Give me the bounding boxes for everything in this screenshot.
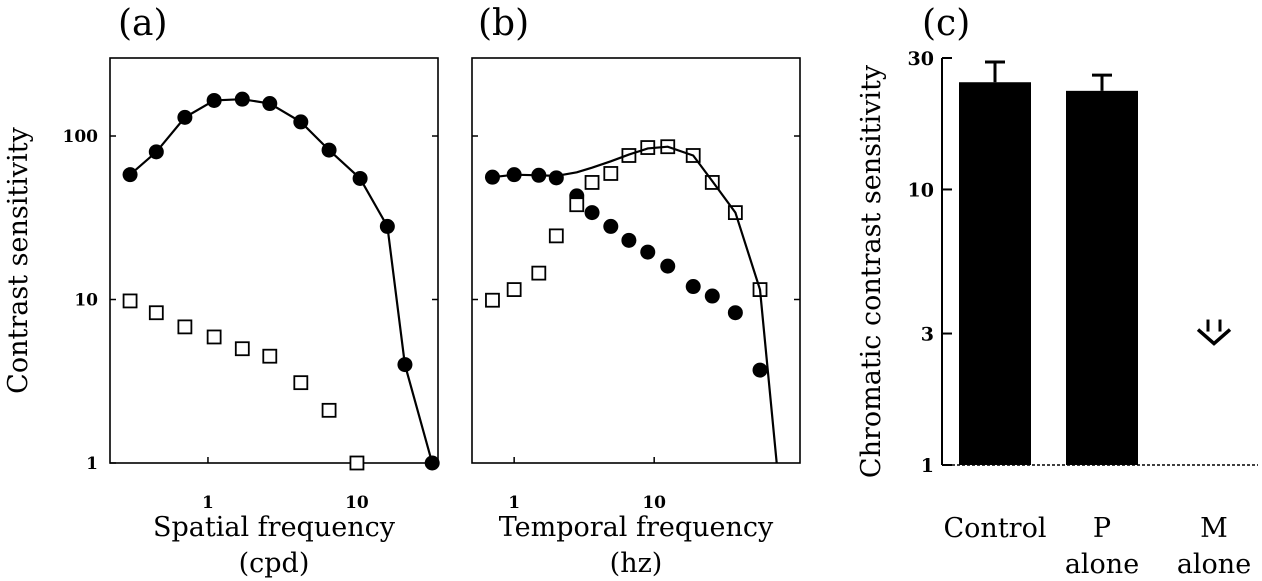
panel-c: (c) 1 3 10 30 Chromatic contrast sensitivity C…	[856, 3, 1258, 580]
series-line	[492, 145, 778, 464]
x-axis-label: (hz)	[610, 548, 663, 579]
y-axis-label: Chromatic contrast sensitivity	[856, 64, 887, 478]
data-point	[704, 288, 720, 304]
data-point	[484, 169, 500, 185]
data-point	[148, 305, 164, 321]
data-point	[234, 341, 250, 357]
data-point	[293, 375, 309, 391]
data-point	[660, 258, 676, 274]
x-tick-label: 1	[508, 493, 520, 513]
data-point	[424, 455, 440, 471]
panel-label: (a)	[118, 3, 168, 44]
series-1	[122, 91, 440, 471]
panel-label: (c)	[922, 3, 970, 44]
data-point	[352, 170, 368, 186]
data-point	[379, 218, 395, 234]
data-point	[321, 402, 337, 418]
plot-frame	[471, 57, 801, 464]
category-label: Control	[944, 513, 1047, 544]
data-point	[531, 265, 547, 281]
category-label: M	[1200, 513, 1228, 544]
y-tick-label: 10	[74, 291, 98, 311]
y-tick-label: 3	[921, 324, 934, 346]
category-label: alone	[1065, 549, 1139, 580]
data-point	[603, 166, 619, 181]
category-label: P	[1093, 513, 1111, 544]
data-point	[122, 293, 138, 309]
data-point	[122, 167, 138, 183]
panel-label: (b)	[478, 3, 529, 44]
data-point	[603, 218, 619, 234]
data-point	[727, 305, 743, 321]
data-point	[349, 455, 365, 471]
data-point	[177, 319, 193, 335]
data-point	[234, 91, 250, 107]
y-tick-label: 10	[908, 179, 934, 201]
data-point	[262, 348, 278, 364]
series-3	[492, 145, 778, 464]
bar	[959, 82, 1031, 466]
y-tick-label: 1	[86, 454, 98, 474]
data-point	[262, 96, 278, 112]
data-point	[569, 197, 585, 213]
data-point	[548, 228, 564, 244]
arrow-head	[1196, 328, 1232, 346]
y-tick-label: 1	[921, 455, 934, 477]
data-point	[584, 175, 600, 190]
bar	[1066, 90, 1138, 465]
data-point	[685, 279, 701, 295]
data-point	[397, 357, 413, 373]
series-1	[484, 167, 768, 378]
panel-a: (a) 1 10 1 10 100 Spatial frequency (cpd) Contra…	[3, 3, 440, 579]
data-point	[293, 114, 309, 130]
data-point	[640, 244, 656, 260]
series-2	[485, 139, 768, 308]
upper-limit-arrow	[1196, 319, 1232, 346]
data-point	[206, 92, 222, 108]
y-tick-label: 30	[908, 48, 934, 70]
data-point	[506, 282, 522, 297]
series-2	[122, 293, 365, 471]
data-point	[548, 170, 564, 186]
x-axis-label: (cpd)	[239, 548, 310, 579]
data-point	[321, 142, 337, 158]
x-tick-label: 10	[345, 493, 369, 513]
x-tick-label: 10	[642, 493, 666, 513]
data-point	[752, 362, 768, 378]
data-point	[177, 109, 193, 125]
data-point	[584, 205, 600, 221]
data-point	[621, 232, 637, 248]
series-line	[129, 98, 434, 464]
data-point	[206, 329, 222, 345]
x-tick-label: 1	[202, 493, 214, 513]
category-label: alone	[1177, 549, 1251, 580]
data-point	[485, 292, 500, 308]
data-point	[148, 144, 164, 160]
y-axis-label: Contrast sensitivity	[3, 126, 34, 393]
plot-frame	[109, 57, 439, 464]
x-axis-label: Spatial frequency	[153, 512, 396, 543]
x-axis-label: Temporal frequency	[499, 512, 774, 543]
y-tick-label: 100	[63, 127, 99, 147]
